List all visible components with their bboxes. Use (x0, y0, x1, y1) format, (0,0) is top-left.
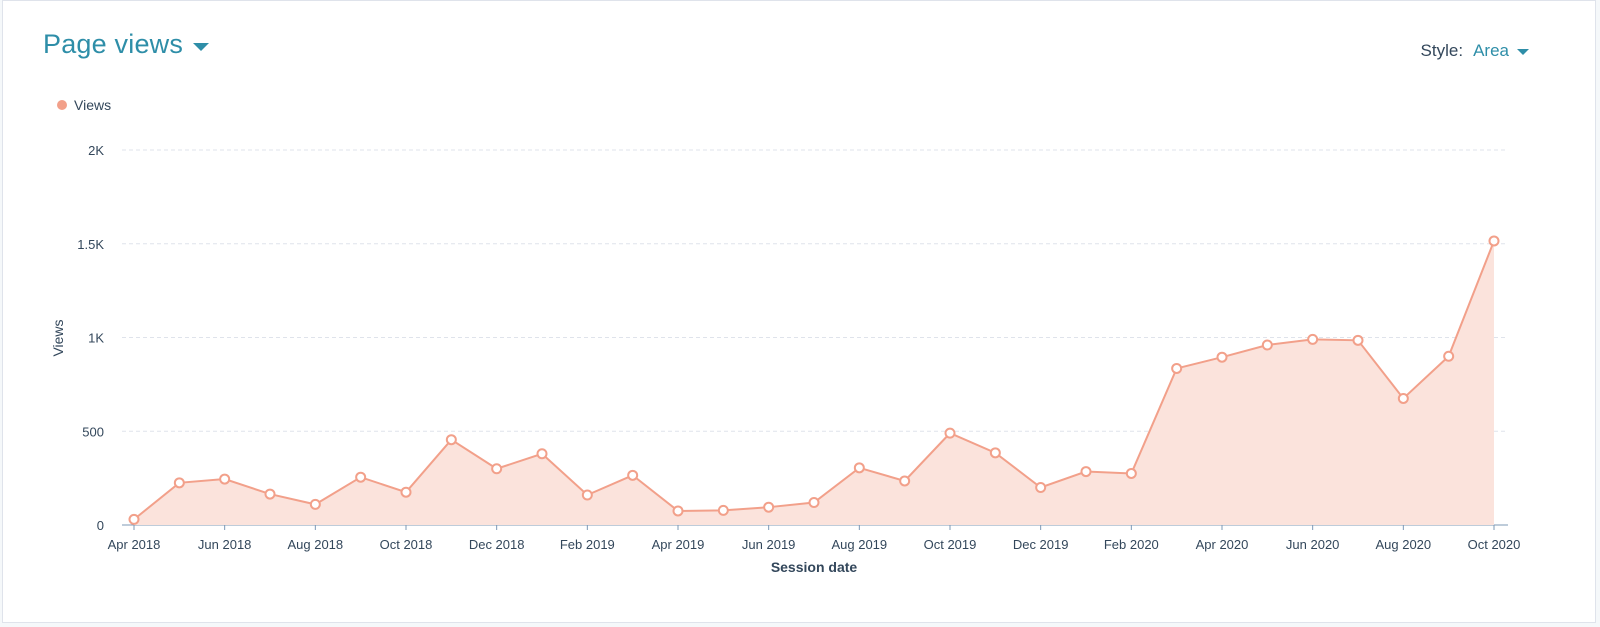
data-point[interactable] (264, 488, 276, 500)
x-tick-label: Apr 2019 (652, 537, 705, 552)
x-tick-label: Dec 2018 (469, 537, 525, 552)
data-point[interactable] (128, 513, 140, 525)
x-tick-label: Jun 2019 (742, 537, 796, 552)
x-tick-label: Feb 2020 (1104, 537, 1159, 552)
data-point[interactable] (672, 505, 684, 517)
data-point[interactable] (1080, 466, 1092, 478)
data-point[interactable] (219, 473, 231, 485)
x-tick-label: Dec 2019 (1013, 537, 1069, 552)
data-point[interactable] (536, 448, 548, 460)
data-point[interactable] (581, 489, 593, 501)
data-point[interactable] (853, 462, 865, 474)
data-point[interactable] (1261, 339, 1273, 351)
x-tick-label: Oct 2018 (380, 537, 433, 552)
data-point[interactable] (944, 427, 956, 439)
data-point[interactable] (355, 471, 367, 483)
chevron-down-icon[interactable] (1517, 49, 1529, 55)
y-tick-label: 2K (88, 143, 104, 158)
style-label: Style: (1420, 41, 1464, 60)
y-tick-label: 500 (82, 424, 104, 439)
x-tick-label: Feb 2019 (560, 537, 615, 552)
data-point[interactable] (309, 498, 321, 510)
x-axis-title: Session date (771, 559, 858, 575)
data-point[interactable] (1352, 334, 1364, 346)
data-point[interactable] (445, 434, 457, 446)
chevron-down-icon[interactable] (193, 42, 210, 51)
data-point[interactable] (627, 469, 639, 481)
x-tick-label: Oct 2020 (1468, 537, 1521, 552)
data-point[interactable] (899, 475, 911, 487)
x-tick-label: Jun 2020 (1286, 537, 1340, 552)
data-point[interactable] (763, 501, 775, 513)
data-point[interactable] (400, 486, 412, 498)
style-dropdown[interactable]: Area (1473, 41, 1509, 60)
series-area (134, 240, 1494, 525)
x-tick-label: Aug 2018 (287, 537, 343, 552)
page-title[interactable]: Page views (43, 29, 184, 59)
y-axis-title: Views (50, 319, 66, 356)
report-title-dropdown[interactable]: Page views (43, 29, 210, 60)
x-tick-label: Apr 2018 (108, 537, 161, 552)
data-point[interactable] (491, 463, 503, 475)
data-point[interactable] (173, 477, 185, 489)
data-point[interactable] (1397, 392, 1409, 404)
y-tick-label: 1.5K (77, 237, 104, 252)
legend: Views (57, 97, 111, 113)
x-tick-label: Aug 2020 (1375, 537, 1431, 552)
data-point[interactable] (1216, 351, 1228, 363)
x-tick-label: Oct 2019 (924, 537, 977, 552)
y-tick-label: 0 (97, 518, 104, 533)
legend-label[interactable]: Views (74, 97, 112, 113)
data-point[interactable] (1171, 362, 1183, 374)
data-point[interactable] (1035, 482, 1047, 493)
data-point[interactable] (1488, 235, 1500, 247)
data-point[interactable] (989, 447, 1001, 459)
data-point[interactable] (1307, 333, 1319, 345)
data-point[interactable] (1443, 350, 1455, 362)
x-tick-label: Aug 2019 (831, 537, 887, 552)
legend-dot-icon (57, 100, 67, 110)
data-point[interactable] (808, 497, 820, 508)
style-selector[interactable]: Style: Area (1421, 41, 1529, 61)
x-tick-label: Jun 2018 (198, 537, 252, 552)
y-tick-label: 1K (88, 331, 104, 346)
data-point[interactable] (1125, 467, 1137, 479)
data-point[interactable] (717, 504, 729, 516)
x-tick-label: Apr 2020 (1196, 537, 1249, 552)
